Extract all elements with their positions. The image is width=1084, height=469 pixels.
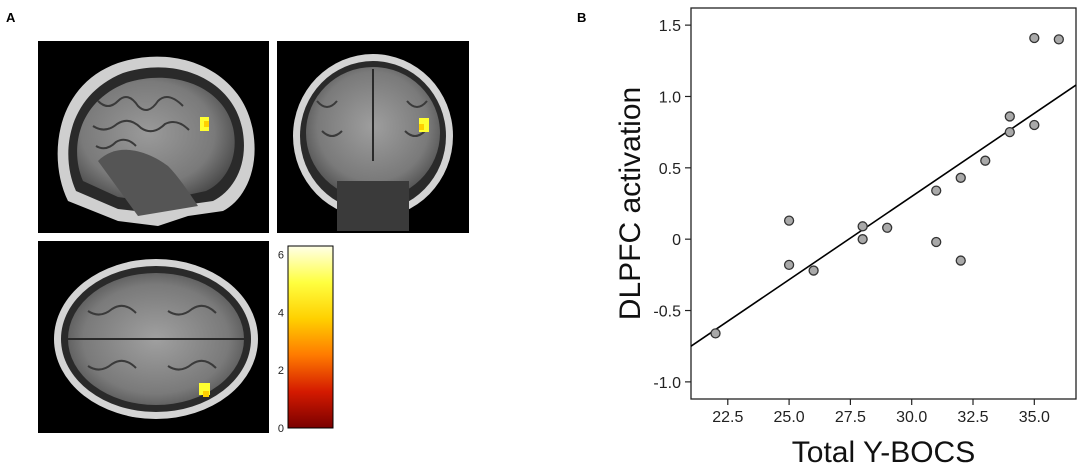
x-tick-label: 27.5	[835, 409, 866, 426]
data-point	[1029, 119, 1040, 131]
scatter-chart: 22.5 25.0 27.5 30.0 32.5 35.0 1.5 1.0 0.5 0 -0.5 -1…	[614, 7, 1077, 469]
data-point	[808, 265, 819, 276]
panel-b-label: B	[577, 10, 587, 25]
y-tick-label: -1.0	[653, 375, 681, 392]
data-point	[1029, 32, 1040, 44]
x-tick-label: 35.0	[1019, 409, 1050, 426]
x-axis-title: Total Y-BOCS	[792, 436, 975, 469]
y-tick-label: 1.0	[659, 89, 681, 106]
axial-brain-slice	[38, 241, 269, 433]
colorbar-tick-label: 4	[278, 307, 284, 319]
x-tick-label: 30.0	[896, 409, 927, 426]
data-point	[931, 236, 942, 248]
data-point	[1053, 34, 1064, 45]
data-point	[710, 328, 721, 339]
data-point	[955, 255, 966, 266]
x-tick-label: 25.0	[774, 409, 805, 426]
coronal-brain-slice	[277, 41, 469, 233]
data-point	[931, 185, 942, 196]
data-point	[955, 172, 966, 183]
data-point	[882, 222, 893, 233]
x-tick-label: 32.5	[957, 409, 988, 426]
colorbar-gradient	[287, 245, 334, 429]
colorbar-tick-label: 0	[278, 423, 284, 435]
data-point	[1004, 126, 1015, 138]
y-tick-label: 1.5	[659, 18, 681, 35]
regression-line	[690, 84, 1077, 347]
data-point	[857, 234, 868, 245]
x-tick-label: 22.5	[712, 409, 743, 426]
data-point	[980, 155, 991, 166]
colorbar: 0 2 4 6	[278, 242, 354, 435]
data-point	[1004, 111, 1015, 122]
y-tick-label: -0.5	[653, 304, 681, 321]
y-tick-label: 0	[672, 232, 681, 249]
plot-frame	[690, 7, 1077, 400]
y-tick-label: 0.5	[659, 161, 681, 178]
data-point	[857, 221, 868, 232]
data-point	[783, 215, 795, 226]
panel-a-label: A	[6, 10, 16, 25]
y-axis-title: DLPFC activation	[614, 87, 647, 320]
data-point	[783, 259, 795, 271]
colorbar-tick-label: 6	[278, 250, 284, 262]
colorbar-tick-label: 2	[278, 365, 284, 377]
sagittal-brain-slice	[38, 41, 269, 233]
